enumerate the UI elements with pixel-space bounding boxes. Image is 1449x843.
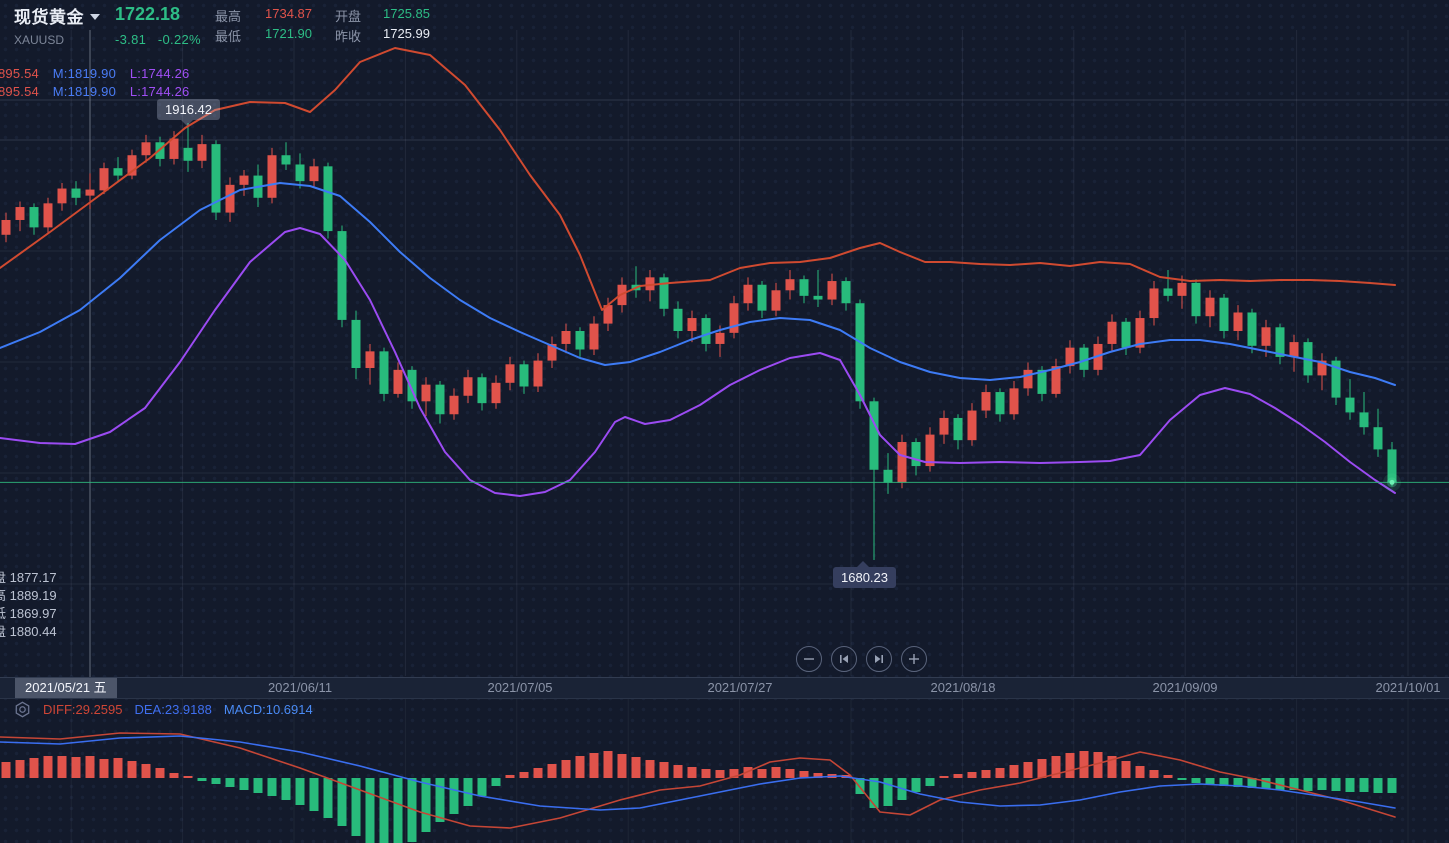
last-price: 1722.18 xyxy=(115,4,181,24)
indicator-settings-icon[interactable] xyxy=(14,701,31,718)
boll-middle-value: M:1819.90 xyxy=(52,66,117,81)
axis-date-label: 2021/10/01 xyxy=(1375,680,1441,695)
instrument-name: 现货黄金 xyxy=(14,8,84,27)
stat-label-high: 最高 xyxy=(215,9,242,24)
stat-value-prev-close: 1725.99 xyxy=(383,26,430,41)
stat-label-open: 开盘 xyxy=(335,9,362,24)
macd-indicator-header: DIFF:29.2595 DEA:23.9188 MACD:10.6914 xyxy=(14,701,313,718)
crosshair-ohlc-panel: 盘 1877.17 高 1889.19 低 1869.97 盘 1880.44 xyxy=(0,569,57,641)
daily-stats: 最高 1734.87 开盘 1725.85 最低 1721.90 昨收 1725… xyxy=(215,6,445,46)
macd-macd-value: MACD:10.6914 xyxy=(223,702,313,717)
stat-value-high: 1734.87 xyxy=(265,6,312,21)
ohlc-low: 低 1869.97 xyxy=(0,606,57,621)
stat-value-open: 1725.85 xyxy=(383,6,430,21)
axis-date-label: 2021/08/18 xyxy=(930,680,996,695)
boll-middle-value: M:1819.90 xyxy=(52,84,117,99)
boll-values-row-2: 895.54 M:1819.90 L:1744.26 xyxy=(0,84,199,99)
stat-label-low: 最低 xyxy=(215,29,242,44)
axis-date-label: 2021/06/11 xyxy=(267,680,333,695)
stat-label-prev-close: 昨收 xyxy=(335,29,362,44)
ohlc-close: 盘 1880.44 xyxy=(0,624,57,639)
low-price-tooltip: 1680.23 xyxy=(833,561,896,588)
high-price-tooltip: 1916.42 xyxy=(157,99,220,126)
stat-value-low: 1721.90 xyxy=(265,26,312,41)
boll-lower-value: L:1744.26 xyxy=(129,84,190,99)
instrument-code: XAUUSD xyxy=(14,33,65,47)
price-block: 1722.18 -3.81 -0.22% xyxy=(115,4,201,47)
date-axis[interactable]: 2021/05/21 五 2021/06/11 2021/07/05 2021/07… xyxy=(0,677,1449,699)
axis-date-label: 2021/07/27 xyxy=(707,680,773,695)
macd-dea-value: DEA:23.9188 xyxy=(134,702,212,717)
chevron-down-icon[interactable] xyxy=(90,13,100,20)
skip-to-start-button[interactable] xyxy=(831,646,857,672)
instrument-header: 现货黄金 XAUUSD xyxy=(14,3,100,47)
ohlc-open: 盘 1877.17 xyxy=(0,570,57,585)
skip-to-end-button[interactable] xyxy=(866,646,892,672)
change-value: -3.81 xyxy=(115,32,147,47)
axis-date-label: 2021/07/05 xyxy=(487,680,553,695)
boll-values-row-1: 895.54 M:1819.90 L:1744.26 xyxy=(0,66,199,81)
ohlc-high: 高 1889.19 xyxy=(0,588,57,603)
macd-diff-value: DIFF:29.2595 xyxy=(43,702,123,717)
zoom-out-button[interactable] xyxy=(796,646,822,672)
price-change: -3.81 -0.22% xyxy=(115,32,201,47)
boll-lower-value: L:1744.26 xyxy=(129,66,190,81)
boll-upper-value: 895.54 xyxy=(0,66,39,81)
zoom-in-button[interactable] xyxy=(901,646,927,672)
crosshair-date-label: 2021/05/21 五 xyxy=(15,678,117,698)
boll-upper-value: 895.54 xyxy=(0,84,39,99)
change-percent: -0.22% xyxy=(157,32,201,47)
chart-controls xyxy=(796,646,927,672)
axis-date-label: 2021/09/09 xyxy=(1152,680,1218,695)
